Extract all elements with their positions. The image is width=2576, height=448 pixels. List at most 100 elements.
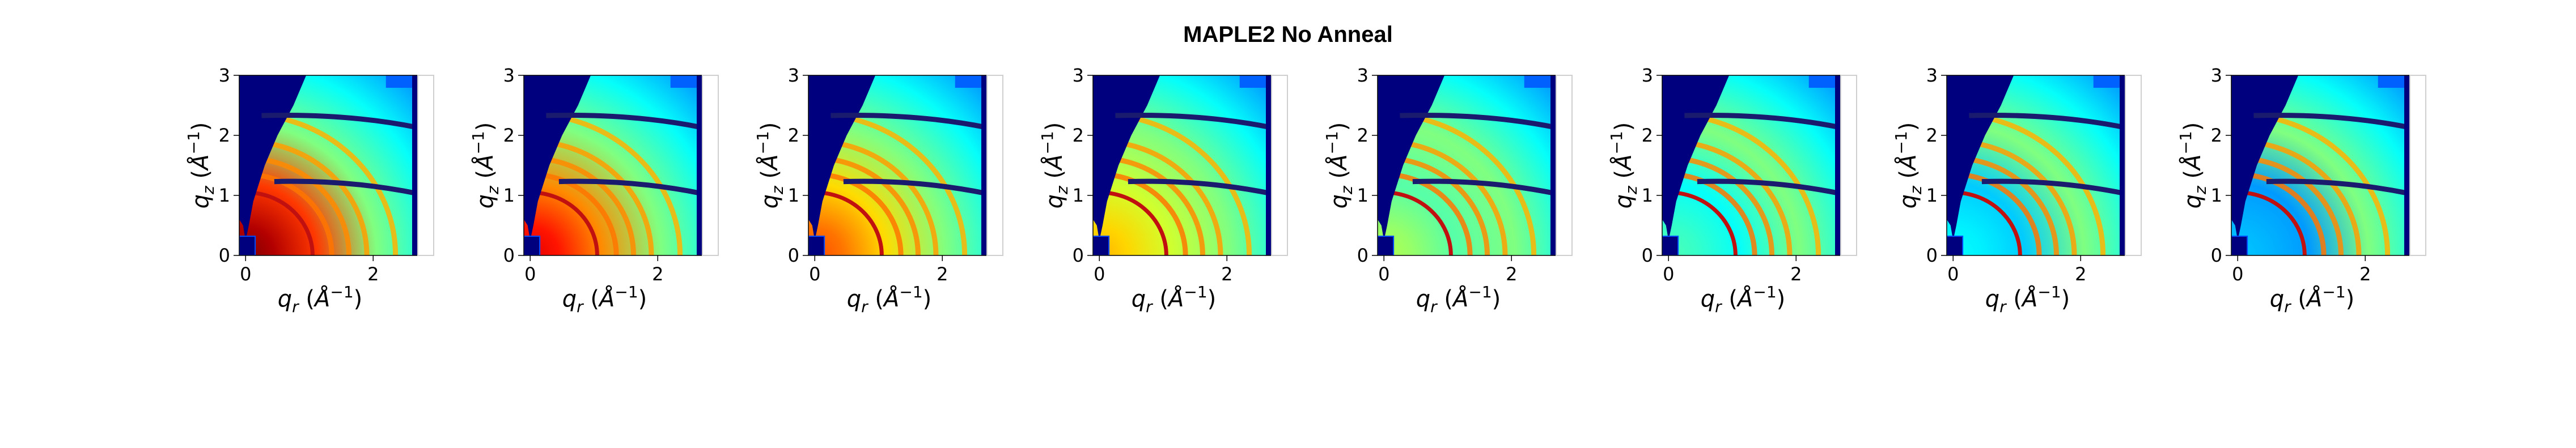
detector-corner (385, 75, 412, 88)
diffraction-ring-1 (1099, 190, 1168, 255)
diffraction-ring-3 (530, 155, 636, 255)
diffraction-ring-3 (245, 155, 351, 255)
beamstop (239, 236, 256, 255)
y-tick-label: 0 (1073, 245, 1084, 266)
detector-gap-1 (1412, 178, 1556, 197)
x-axis-label: qr (Å−1) (562, 283, 647, 316)
y-tick-label: 3 (1073, 65, 1084, 86)
y-tick-label: 3 (788, 65, 799, 86)
diffraction-ring-1 (1384, 190, 1453, 255)
figure-title: MAPLE2 No Anneal (1183, 22, 1393, 47)
heatmap-image (1093, 75, 1272, 255)
colorbar-frame (1271, 75, 1288, 256)
colorbar-frame (1840, 75, 1857, 256)
diffraction-ring-2 (1099, 172, 1188, 255)
y-axis-label: qz (Å−1) (469, 122, 502, 209)
y-tick-label: 2 (1642, 125, 1653, 146)
beamstop (524, 236, 541, 255)
colorbar-frame (417, 75, 434, 256)
y-tick-label: 0 (1642, 245, 1653, 266)
diffraction-ring-2 (2238, 172, 2327, 255)
x-tick-label: 0 (1947, 263, 1959, 285)
missing-wedge-mask (808, 75, 876, 241)
missing-wedge-mask (1662, 75, 1730, 241)
x-tick-label: 0 (1378, 263, 1389, 285)
detector-gap-1 (1981, 178, 2125, 197)
x-axis-label: qr (Å−1) (1985, 283, 2070, 316)
diffraction-ring-1 (1953, 190, 2022, 255)
y-tick-label: 2 (1073, 125, 1084, 146)
detector-gap-2 (1400, 112, 1556, 130)
heatmap-image (2231, 75, 2410, 255)
x-tick-label: 2 (1506, 263, 1517, 285)
detector-gap-2 (1115, 112, 1272, 130)
y-tick-label: 0 (1357, 245, 1368, 266)
detector-gap-1 (558, 178, 702, 197)
x-tick-label: 2 (2075, 263, 2086, 285)
missing-wedge-mask (239, 75, 307, 241)
diffraction-ring-1 (1668, 190, 1738, 255)
missing-wedge-mask (1093, 75, 1160, 241)
y-tick-label: 1 (503, 185, 515, 206)
giwaxs-panel-4: 0 2 0 1 2 3 qr (Å−1) qz (Å−1) (1038, 65, 1288, 316)
y-tick-label: 2 (788, 125, 799, 146)
colorbar-frame (986, 75, 1003, 256)
x-tick-label: 2 (367, 263, 379, 285)
y-tick-label: 0 (788, 245, 799, 266)
detector-corner (670, 75, 697, 88)
x-tick-label: 2 (1790, 263, 1802, 285)
x-axis-label: qr (Å−1) (847, 283, 932, 316)
detector-corner (2378, 75, 2404, 88)
giwaxs-panel-1: 0 2 0 1 2 3 qr (Å−1) qz (Å−1) (184, 65, 434, 316)
x-axis-label: qr (Å−1) (1132, 283, 1217, 316)
detector-gap-1 (1128, 178, 1272, 197)
detector-edge (2404, 75, 2410, 255)
diffraction-ring-2 (1384, 172, 1473, 255)
colorbar-frame (1556, 75, 1573, 256)
heatmap-image (1662, 75, 1841, 255)
heatmap-image (808, 75, 987, 255)
missing-wedge-mask (1947, 75, 2014, 241)
detector-edge (412, 75, 418, 255)
x-axis-label: qr (Å−1) (1416, 283, 1501, 316)
x-tick-label: 0 (240, 263, 251, 285)
y-tick-label: 2 (219, 125, 230, 146)
panels-group: 0 2 0 1 2 3 qr (Å−1) qz (Å−1) 0 2 0 1 2 3 qr (Å−1) qz (… (184, 65, 2426, 316)
detector-corner (2093, 75, 2120, 88)
giwaxs-panel-7: 0 2 0 1 2 3 qr (Å−1) qz (Å−1) (1892, 65, 2142, 316)
diffraction-ring-2 (815, 172, 904, 255)
detector-gap-2 (546, 112, 702, 130)
colorbar-frame (2409, 75, 2426, 256)
detector-gap-1 (2266, 178, 2410, 197)
y-axis-label: qz (Å−1) (753, 122, 787, 209)
detector-corner (1524, 75, 1550, 88)
x-tick-label: 0 (524, 263, 536, 285)
y-tick-label: 2 (1357, 125, 1368, 146)
y-axis-label: qz (Å−1) (1323, 122, 1356, 209)
missing-wedge-mask (2231, 75, 2299, 241)
beamstop (1378, 236, 1395, 255)
heatmap-image (1378, 75, 1556, 255)
diffraction-ring-3 (1099, 155, 1205, 255)
giwaxs-panel-2: 0 2 0 1 2 3 qr (Å−1) qz (Å−1) (469, 65, 719, 316)
diffraction-ring-1 (815, 190, 884, 255)
x-tick-label: 2 (652, 263, 663, 285)
heatmap-image (239, 75, 418, 255)
diffraction-ring-2 (1953, 172, 2042, 255)
detector-gap-1 (274, 178, 418, 197)
diffraction-ring-2 (1668, 172, 1757, 255)
giwaxs-panel-8: 0 2 0 1 2 3 qr (Å−1) qz (Å−1) (2176, 65, 2426, 316)
detector-gap-2 (2253, 112, 2410, 130)
diffraction-ring-2 (530, 172, 619, 255)
colorbar-frame (2125, 75, 2142, 256)
diffraction-ring-3 (1384, 155, 1490, 255)
x-tick-label: 0 (1094, 263, 1105, 285)
detector-gap-2 (831, 112, 987, 130)
colorbar-frame (702, 75, 719, 256)
y-tick-label: 0 (503, 245, 515, 266)
beamstop (1093, 236, 1110, 255)
y-axis-label: qz (Å−1) (184, 122, 218, 209)
y-tick-label: 0 (1926, 245, 1938, 266)
detector-gap-2 (1969, 112, 2125, 130)
missing-wedge-mask (1378, 75, 1445, 241)
